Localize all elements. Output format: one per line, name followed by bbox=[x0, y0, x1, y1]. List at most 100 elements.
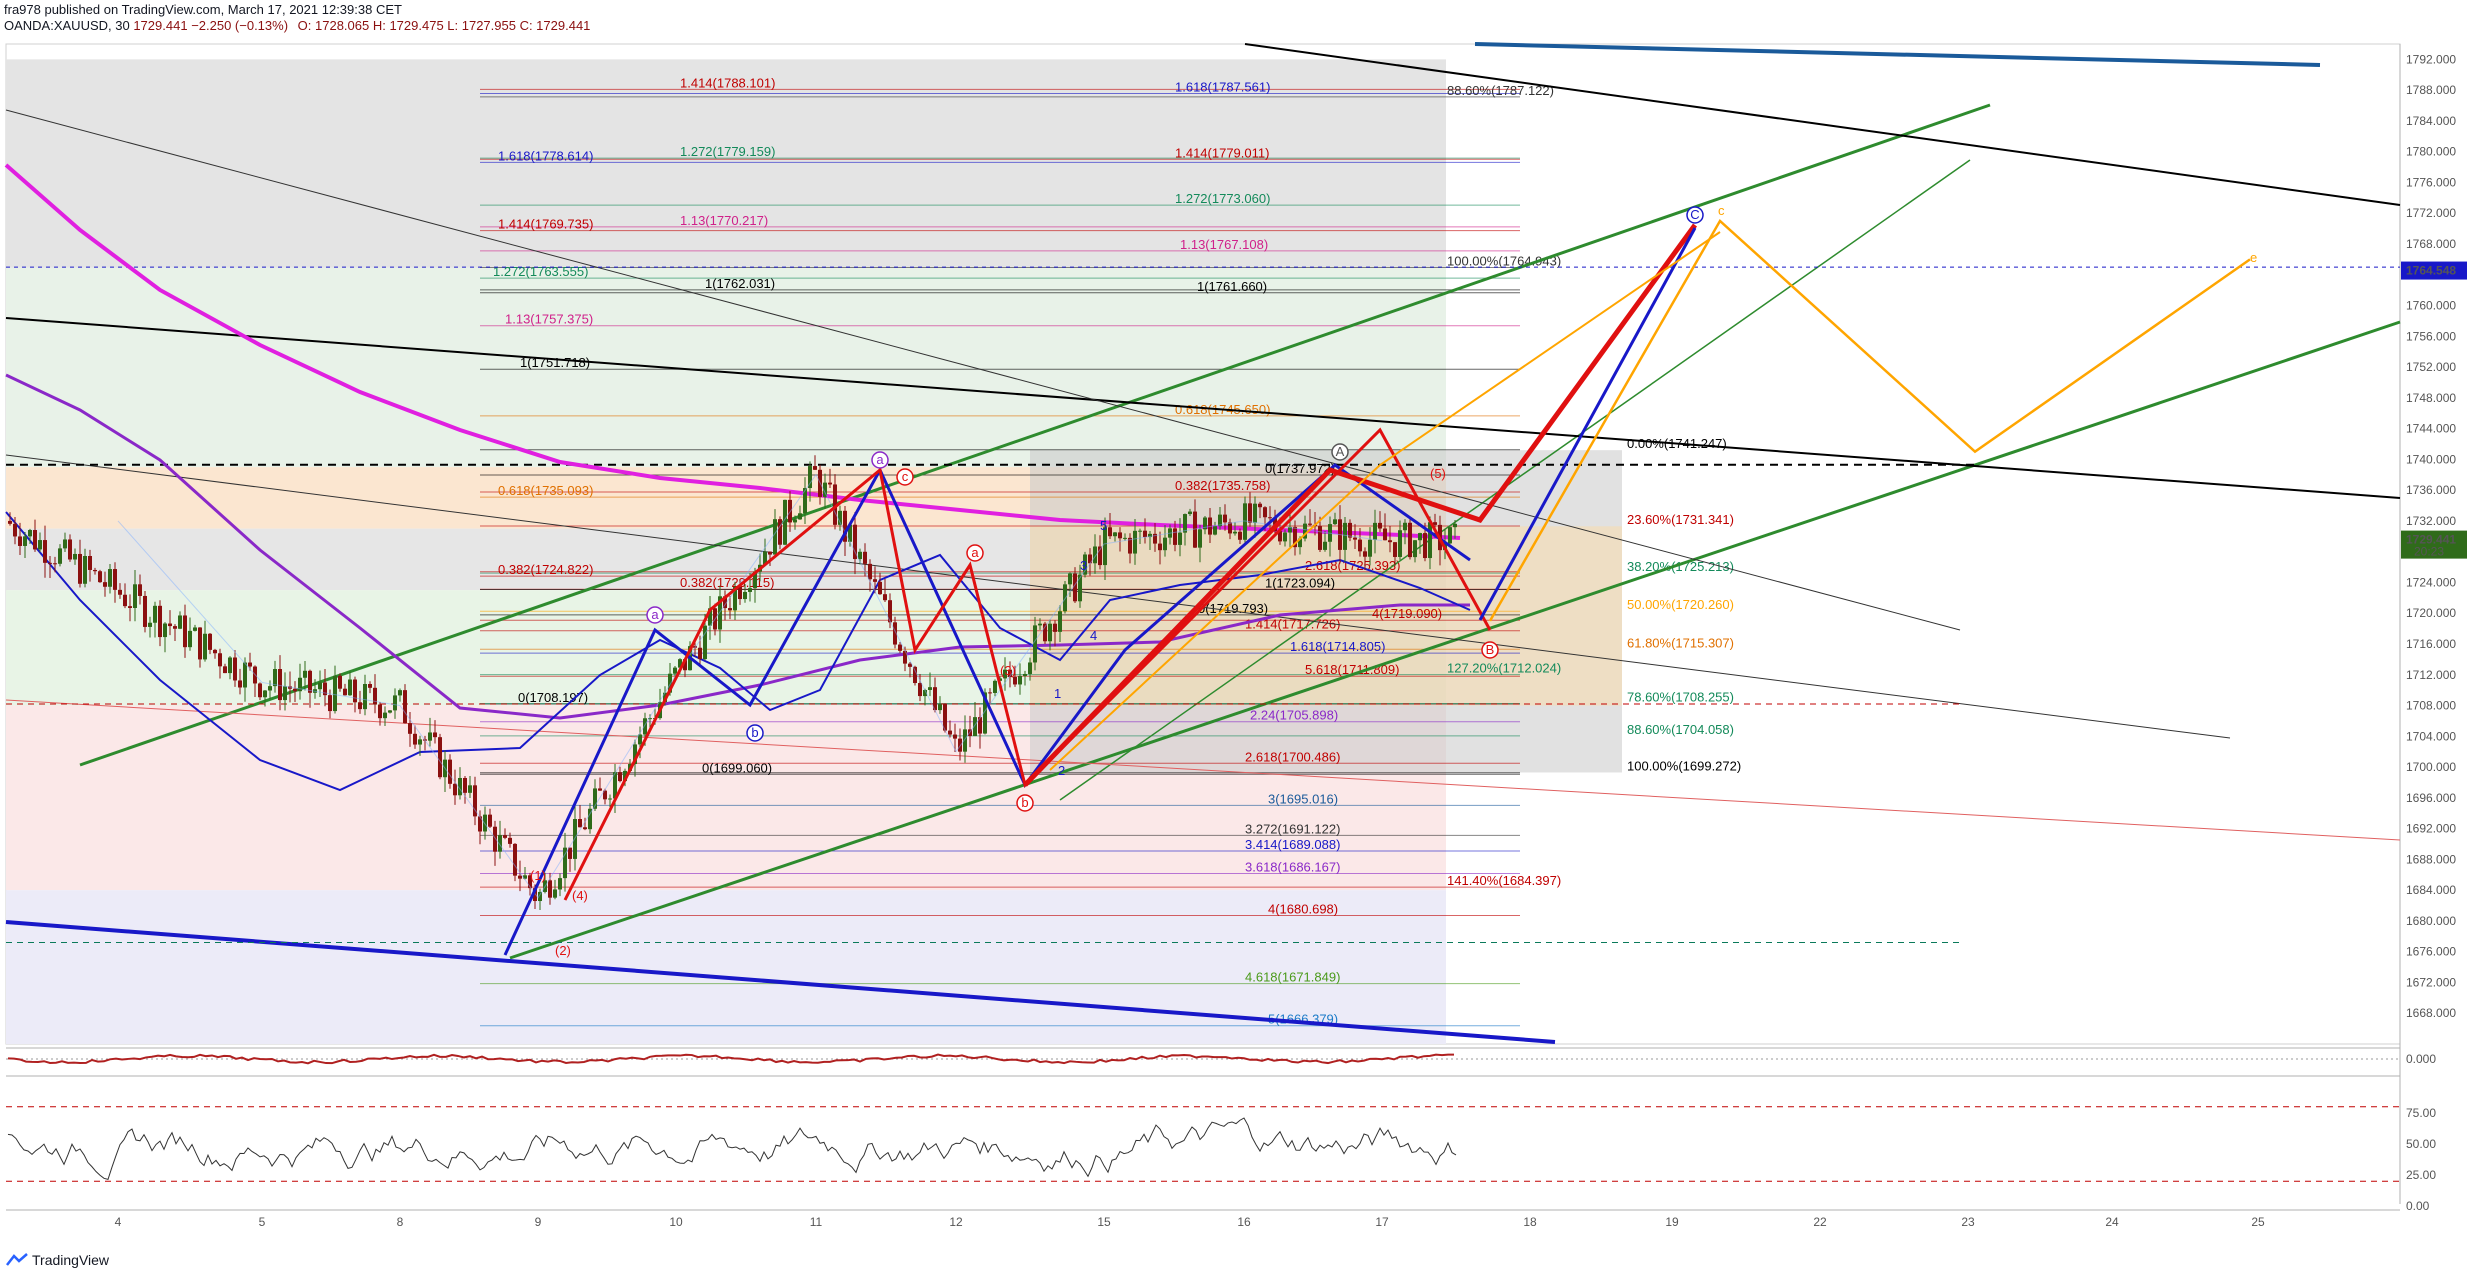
candle-body bbox=[433, 732, 437, 738]
candle-body bbox=[588, 808, 592, 830]
fib-level-label: 0(1708.197) bbox=[518, 690, 588, 705]
candle-body bbox=[18, 536, 22, 546]
candle-body bbox=[1368, 539, 1372, 557]
grey-trendline-1 bbox=[5, 109, 1961, 631]
candle-body bbox=[923, 689, 927, 697]
candle-body bbox=[963, 729, 967, 752]
candle-body bbox=[343, 688, 347, 696]
fib-level-label: 0.382(1735.758) bbox=[1175, 478, 1270, 493]
candle-body bbox=[273, 669, 277, 687]
candle-body bbox=[1388, 540, 1392, 543]
candle-body bbox=[1333, 519, 1337, 525]
candle-body bbox=[1148, 533, 1152, 538]
time-tick-label: 9 bbox=[535, 1215, 542, 1229]
candle-body bbox=[298, 677, 302, 692]
black-trendline-top bbox=[1244, 43, 2401, 206]
time-tick-label: 23 bbox=[1961, 1215, 1975, 1229]
candle-body bbox=[858, 551, 862, 560]
candle-body bbox=[1178, 532, 1182, 545]
candle-body bbox=[608, 798, 612, 800]
symbol-label[interactable]: OANDA:XAUUSD, 30 bbox=[4, 18, 130, 33]
candle-body bbox=[1043, 623, 1047, 642]
candle-body bbox=[208, 633, 212, 650]
candle-body bbox=[78, 553, 82, 584]
fib-level-label: 88.60%(1704.058) bbox=[1627, 722, 1734, 737]
tradingview-brand[interactable]: TradingView bbox=[6, 1252, 109, 1268]
candle-body bbox=[803, 488, 807, 514]
price-tick-label: 1736.000 bbox=[2406, 483, 2456, 497]
candle-body bbox=[438, 737, 442, 778]
candle-body bbox=[138, 584, 142, 596]
candle-body bbox=[133, 584, 137, 609]
candle-body bbox=[1258, 503, 1262, 508]
candle-body bbox=[1183, 514, 1187, 533]
price-tick-label: 1696.000 bbox=[2406, 791, 2456, 805]
candle-body bbox=[178, 615, 182, 629]
orange-projection-path bbox=[1488, 218, 2251, 622]
candle-body bbox=[1288, 526, 1292, 533]
candle-body bbox=[83, 555, 87, 584]
fib-level-label: 4.618(1671.849) bbox=[1245, 970, 1340, 985]
wave-label-A bbox=[1331, 443, 1349, 461]
candle-body bbox=[8, 520, 12, 524]
candle-body bbox=[1278, 531, 1282, 542]
candle-body bbox=[1398, 530, 1402, 557]
candle-body bbox=[1138, 530, 1142, 532]
target-price-value: 1764.548 bbox=[2406, 264, 2456, 278]
candle-body bbox=[1023, 673, 1027, 676]
fib-level-label: 100.00%(1699.272) bbox=[1627, 759, 1741, 774]
candle-body bbox=[723, 596, 727, 609]
candle-body bbox=[1298, 538, 1302, 548]
candle-body bbox=[203, 633, 207, 660]
wave-count-label: (2) bbox=[555, 943, 571, 958]
candle-body bbox=[1053, 623, 1057, 632]
fib-level-label: 1.618(1787.561) bbox=[1175, 80, 1270, 95]
candle-body bbox=[1133, 530, 1137, 554]
candle-body bbox=[1033, 625, 1037, 663]
wave-label-B-text: B bbox=[1486, 642, 1495, 657]
candle-body bbox=[393, 695, 397, 711]
candle-body bbox=[1343, 522, 1347, 550]
price-tick-label: 1788.000 bbox=[2406, 83, 2456, 97]
candle-body bbox=[248, 662, 252, 667]
candle-body bbox=[548, 880, 552, 898]
wave-label-C bbox=[1686, 206, 1704, 224]
candle-body bbox=[1348, 522, 1352, 538]
price-tick-label: 1752.000 bbox=[2406, 360, 2456, 374]
candle-body bbox=[1393, 542, 1397, 557]
candle-body bbox=[183, 615, 187, 648]
candle-body bbox=[388, 710, 392, 713]
candle-body bbox=[108, 569, 112, 587]
fib-level-label: 1.414(1788.101) bbox=[680, 75, 775, 90]
wave-count-label-blue: 3 bbox=[1080, 558, 1087, 573]
candle-body bbox=[23, 536, 27, 546]
price-tick-label: 1732.000 bbox=[2406, 514, 2456, 528]
candle-body bbox=[418, 739, 422, 745]
candle-body bbox=[1143, 530, 1147, 538]
wave-count-label: (1) bbox=[530, 868, 546, 883]
fib-level-label: 4(1719.090) bbox=[1372, 606, 1442, 621]
candle-body bbox=[473, 785, 477, 817]
fib-level-label: 1(1761.660) bbox=[1197, 279, 1267, 294]
fib-level-label: 1.618(1714.805) bbox=[1290, 639, 1385, 654]
price-tick-label: 1792.000 bbox=[2406, 52, 2456, 66]
candle-body bbox=[1088, 554, 1092, 564]
candle-body bbox=[908, 663, 912, 667]
current-price-badge bbox=[2401, 530, 2467, 559]
candle-body bbox=[948, 730, 952, 735]
candle-body bbox=[1173, 528, 1177, 545]
candle-body bbox=[198, 627, 202, 660]
candle-body bbox=[1218, 514, 1222, 527]
price-tick-label: 1768.000 bbox=[2406, 237, 2456, 251]
candle-body bbox=[98, 571, 102, 583]
candle-body bbox=[88, 555, 92, 570]
candle-body bbox=[523, 875, 527, 879]
price-tick-label: 1680.000 bbox=[2406, 914, 2456, 928]
candle-body bbox=[838, 510, 842, 525]
candle-body bbox=[748, 588, 752, 592]
time-tick-label: 11 bbox=[810, 1215, 823, 1229]
fib-zone-lavender bbox=[6, 890, 1446, 1044]
candle-body bbox=[128, 606, 132, 609]
candle-body bbox=[753, 571, 757, 589]
